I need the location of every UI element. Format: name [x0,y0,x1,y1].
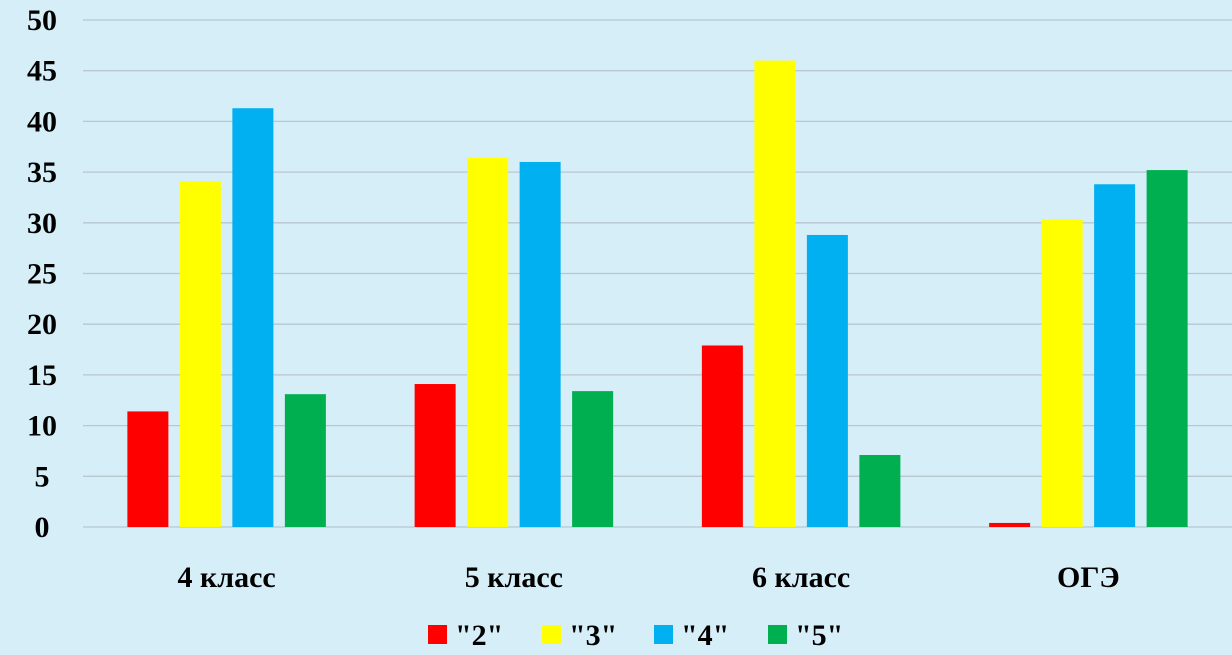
bar [519,161,561,527]
legend-label: "3" [569,619,617,652]
bar [467,157,509,528]
y-tick-label: 25 [27,258,57,291]
category-label: 6 класс [752,561,850,594]
bar [989,522,1031,527]
y-tick-label: 35 [27,156,57,189]
y-tick-label: 30 [27,207,57,240]
legend-label: "4" [681,619,729,652]
category-label: ОГЭ [1057,561,1120,594]
bar [859,455,901,527]
bar [572,391,614,527]
y-tick-label: 20 [27,308,57,341]
y-axis-ticks: 0 5 10 15 20 25 30 35 40 45 50 [27,4,57,544]
legend-label: "5" [795,619,843,652]
bar [179,181,221,527]
category-label: 5 класс [465,561,563,594]
y-tick-label: 40 [27,105,57,138]
y-tick-label: 5 [35,460,50,493]
bar [1041,219,1083,527]
bar [1146,170,1188,527]
bars [127,60,1188,528]
bar [701,345,743,527]
legend-label: "2" [455,619,503,652]
bar [1094,184,1136,527]
y-tick-label: 0 [35,511,50,544]
bar [127,411,169,527]
legend-swatch [542,625,561,644]
gridlines [83,19,1232,528]
y-tick-label: 15 [27,359,57,392]
bar [232,108,274,527]
x-axis-categories: 4 класс 5 класс 6 класс ОГЭ [178,561,1120,594]
legend-swatch [654,625,673,644]
bar [806,234,848,527]
category-label: 4 класс [178,561,276,594]
legend-swatch [768,625,787,644]
bar [414,384,456,527]
bar [284,394,326,527]
bar [754,60,796,528]
y-tick-label: 45 [27,55,57,88]
legend: "2" "3" "4" "5" [428,619,843,652]
y-tick-label: 10 [27,410,57,443]
y-tick-label: 50 [27,4,57,37]
legend-swatch [428,625,447,644]
